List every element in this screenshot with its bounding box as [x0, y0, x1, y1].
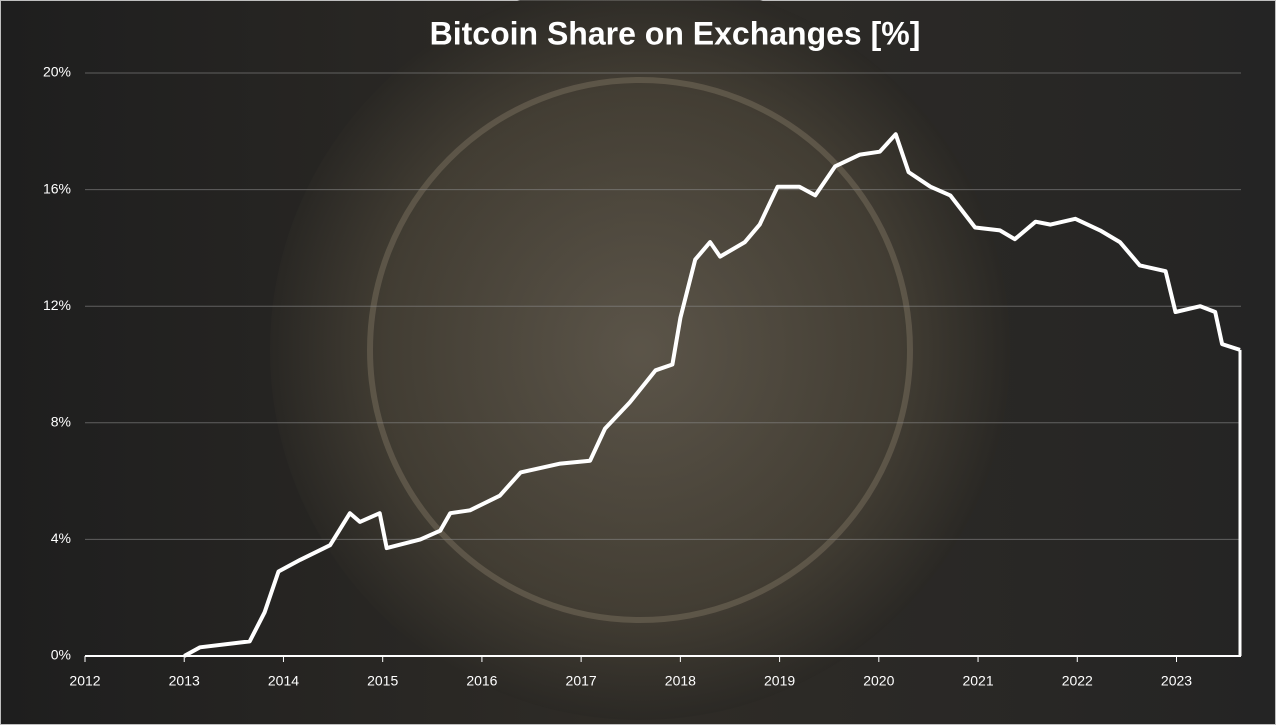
- x-tick-label: 2020: [863, 673, 894, 689]
- y-tick-label: 12%: [43, 297, 71, 313]
- coin-image: [270, 0, 1010, 720]
- x-tick-label: 2012: [69, 673, 100, 689]
- x-tick-label: 2018: [665, 673, 696, 689]
- x-tick-label: 2014: [268, 673, 299, 689]
- x-tick-label: 2021: [962, 673, 993, 689]
- y-tick-label: 16%: [43, 180, 71, 196]
- x-tick-label: 2013: [169, 673, 200, 689]
- coin-ring: [367, 77, 913, 623]
- y-tick-label: 4%: [51, 530, 71, 546]
- y-tick-label: 20%: [43, 64, 71, 80]
- x-tick-label: 2017: [566, 673, 597, 689]
- y-tick-label: 8%: [51, 414, 71, 430]
- x-tick-label: 2016: [466, 673, 497, 689]
- x-tick-label: 2019: [764, 673, 795, 689]
- x-tick-label: 2022: [1062, 673, 1093, 689]
- chart-title: Bitcoin Share on Exchanges [%]: [430, 15, 921, 51]
- y-tick-label: 0%: [51, 647, 71, 663]
- x-tick-label: 2015: [367, 673, 398, 689]
- x-tick-label: 2023: [1161, 673, 1192, 689]
- data-line: [183, 132, 1241, 658]
